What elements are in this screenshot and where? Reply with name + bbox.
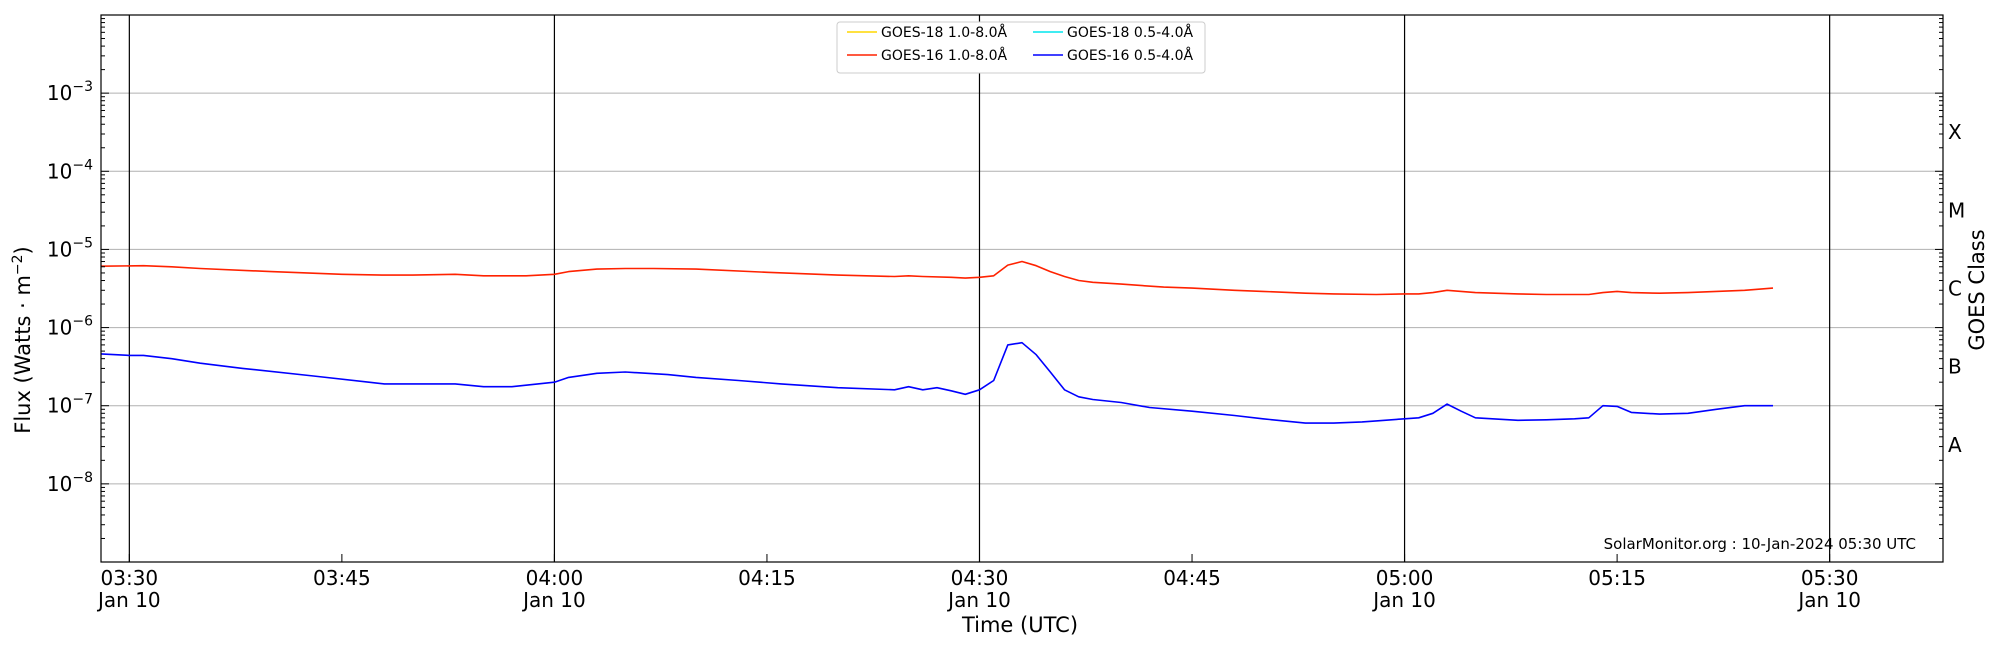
legend-label: GOES-16 0.5-4.0Å [1067,47,1193,64]
goes-class-label: X [1948,120,1962,144]
y-tick-label: 10−5 [47,235,93,261]
goes-class-label: M [1948,198,1965,222]
x-tick-label: 03:45 [313,566,371,590]
y-tick-label: 10−3 [47,79,93,105]
y-axis-ticks: 10−8 10−7 10−6 10−5 10−4 10−3 [47,18,1943,563]
x-tick-label: 05:30 [1801,566,1859,590]
plot-frame [100,14,1944,563]
x-tick-date-label: Jan 10 [521,588,586,612]
goes-class-axis-label: GOES Class [1965,229,1989,350]
y-tick-label: 10−7 [47,392,93,418]
x-tick-date-label: Jan 10 [1796,588,1861,612]
x-tick-label: 04:45 [1163,566,1221,590]
y-tick-label: 10−8 [47,470,93,496]
legend: GOES-18 1.0-8.0Å GOES-16 1.0-8.0Å GOES-18 … [836,21,1206,74]
legend-label: GOES-16 1.0-8.0Å [881,47,1007,64]
x-tick-label: 05:15 [1588,566,1646,590]
y-tick-label: 10−6 [47,314,93,340]
x-tick-label: 03:30 [101,566,159,590]
source-annotation: SolarMonitor.org : 10-Jan-2024 05:30 UTC [1604,535,1916,553]
day-marker-lines [128,15,1831,562]
x-tick-label: 04:30 [951,566,1009,590]
x-tick-label: 05:00 [1376,566,1434,590]
goes-class-labels: X M C B A [1948,120,1965,457]
legend-box [836,21,1206,74]
x-tick-date-label: Jan 10 [946,588,1011,612]
goes-class-label: A [1948,433,1962,457]
goes-class-label: B [1948,355,1962,379]
legend-label: GOES-18 0.5-4.0Å [1067,24,1193,41]
x-tick-date-label: Jan 10 [96,588,161,612]
x-tick-label: 04:00 [526,566,584,590]
data-series [100,260,1774,424]
legend-label: GOES-18 1.0-8.0Å [881,24,1007,41]
series-line [100,260,1774,296]
x-axis-label: Time (UTC) [961,613,1078,637]
series-line [100,341,1773,424]
y-axis-label: Flux (Watts · m−2) [10,246,35,434]
goes-class-label: C [1948,277,1962,301]
y-tick-label: 10−4 [47,157,93,183]
x-tick-date-label: Jan 10 [1371,588,1436,612]
x-tick-label: 04:15 [738,566,796,590]
grid-lines [101,92,1943,485]
